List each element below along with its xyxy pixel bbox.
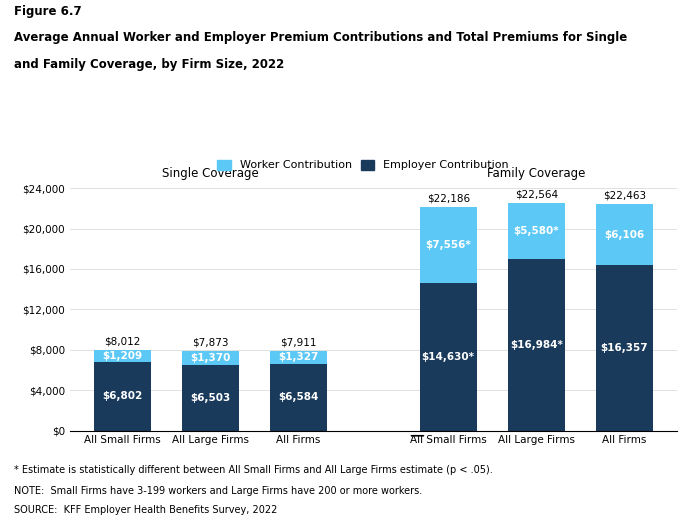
Bar <box>94 350 151 362</box>
Text: NOTE:  Small Firms have 3-199 workers and Large Firms have 200 or more workers.: NOTE: Small Firms have 3-199 workers and… <box>14 486 422 496</box>
Text: $6,802: $6,802 <box>103 391 142 401</box>
Bar <box>595 204 653 265</box>
Bar <box>507 259 565 430</box>
Text: and Family Coverage, by Firm Size, 2022: and Family Coverage, by Firm Size, 2022 <box>14 58 284 71</box>
Bar <box>595 265 653 430</box>
Text: $6,106: $6,106 <box>604 229 644 239</box>
Text: $1,370: $1,370 <box>191 353 231 363</box>
Text: $16,357: $16,357 <box>600 343 648 353</box>
Text: $22,463: $22,463 <box>602 191 646 201</box>
Bar <box>94 362 151 430</box>
Text: SOURCE:  KFF Employer Health Benefits Survey, 2022: SOURCE: KFF Employer Health Benefits Sur… <box>14 505 277 515</box>
Text: $6,503: $6,503 <box>191 393 231 403</box>
Text: Figure 6.7: Figure 6.7 <box>14 5 82 18</box>
Text: $7,556*: $7,556* <box>425 239 471 250</box>
Text: $7,873: $7,873 <box>193 338 229 348</box>
Text: $1,327: $1,327 <box>279 352 319 362</box>
Text: $6,584: $6,584 <box>279 392 319 402</box>
Text: Single Coverage: Single Coverage <box>162 166 259 180</box>
Text: $16,984*: $16,984* <box>510 340 563 350</box>
Text: $5,580*: $5,580* <box>514 226 559 236</box>
Text: $14,630*: $14,630* <box>422 352 475 362</box>
Bar <box>419 283 477 430</box>
Legend: Worker Contribution, Employer Contribution: Worker Contribution, Employer Contributi… <box>213 155 513 175</box>
Bar <box>270 351 327 364</box>
Text: $7,911: $7,911 <box>281 338 317 348</box>
Text: Average Annual Worker and Employer Premium Contributions and Total Premiums for : Average Annual Worker and Employer Premi… <box>14 32 628 45</box>
Text: Family Coverage: Family Coverage <box>487 166 586 180</box>
Bar <box>419 206 477 283</box>
Text: $8,012: $8,012 <box>105 337 141 347</box>
Bar <box>182 365 239 430</box>
Text: $1,209: $1,209 <box>103 351 142 361</box>
Text: $22,186: $22,186 <box>426 194 470 204</box>
Bar <box>182 351 239 365</box>
Text: * Estimate is statistically different between All Small Firms and All Large Firm: * Estimate is statistically different be… <box>14 465 493 475</box>
Bar <box>507 203 565 259</box>
Bar <box>270 364 327 430</box>
Text: $22,564: $22,564 <box>514 190 558 200</box>
